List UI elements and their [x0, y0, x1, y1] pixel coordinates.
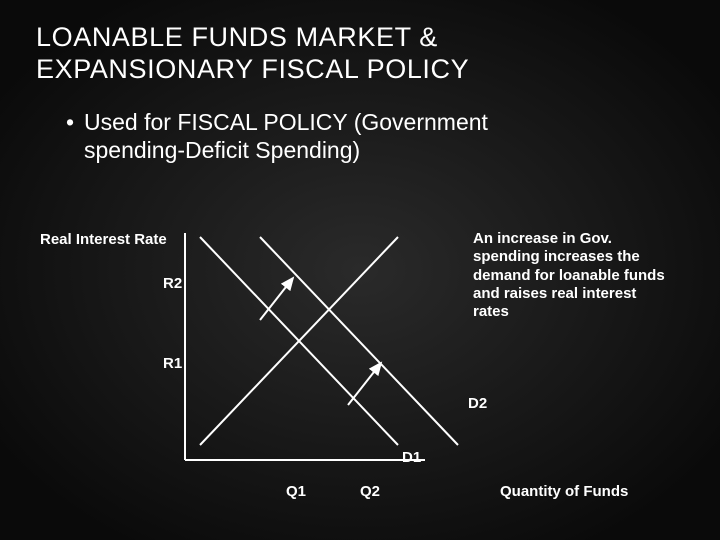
- title-line-1: LOANABLE FUNDS MARKET &: [36, 22, 438, 52]
- slide: LOANABLE FUNDS MARKET & EXPANSIONARY FIS…: [0, 0, 720, 540]
- bullet-line-2: spending-Deficit Spending): [84, 137, 360, 163]
- q1-label: Q1: [286, 483, 306, 500]
- d1-label: D1: [402, 449, 421, 466]
- r2-label: R2: [163, 275, 182, 292]
- explanation-text: An increase in Gov. spending increases t…: [473, 230, 668, 321]
- title-line-2: EXPANSIONARY FISCAL POLICY: [36, 54, 469, 84]
- d2-label: D2: [468, 395, 487, 412]
- slide-title: LOANABLE FUNDS MARKET & EXPANSIONARY FIS…: [36, 22, 684, 86]
- y-axis-label: Real Interest Rate: [40, 231, 167, 248]
- bullet-item: •Used for FISCAL POLICY (Government spen…: [66, 108, 684, 166]
- bullet-list: •Used for FISCAL POLICY (Government spen…: [66, 108, 684, 166]
- q2-label: Q2: [360, 483, 380, 500]
- r1-label: R1: [163, 355, 182, 372]
- bullet-dot: •: [66, 108, 84, 137]
- x-axis-label: Quantity of Funds: [500, 483, 628, 500]
- bullet-line-1: Used for FISCAL POLICY (Government: [84, 109, 488, 135]
- loanable-funds-chart: Real Interest Rate R2 R1 D2 D1 Q1 Q2 Qua…: [30, 215, 690, 535]
- bullet-indent: [66, 136, 84, 165]
